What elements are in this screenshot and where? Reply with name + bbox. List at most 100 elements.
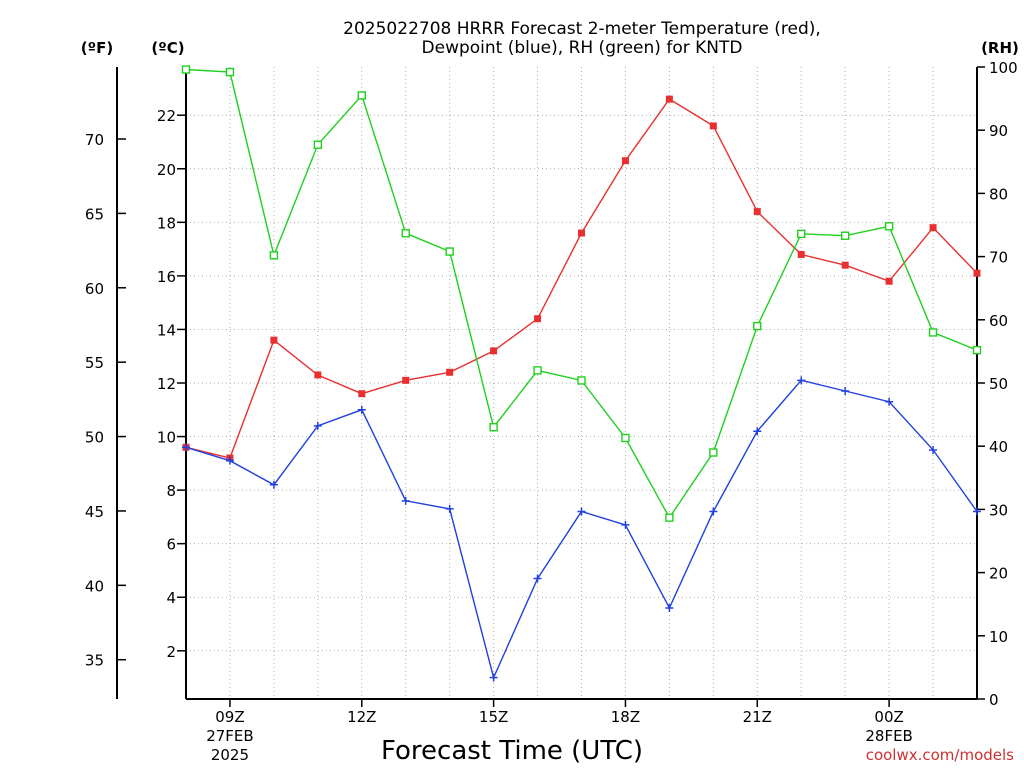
data-point-marker [797,229,806,239]
data-point-marker [709,507,718,516]
series-celsius-1 [182,376,981,682]
fahrenheit-tick-label: 50 [85,429,104,447]
series-line [185,68,978,519]
data-point-marker [621,433,630,443]
data-point-marker [885,397,894,406]
data-point-marker [225,456,234,465]
rh-tick-label: 60 [989,312,1008,330]
data-point-marker [402,376,410,384]
data-point-marker [929,224,937,232]
rh-tick-label: 0 [989,691,999,709]
data-point-marker [972,345,982,355]
data-point-marker [577,376,586,385]
data-point-marker [313,140,323,149]
series [181,65,982,682]
data-point-marker [401,496,410,505]
data-point-marker [840,231,850,240]
series-line [185,98,978,459]
fahrenheit-tick-label: 45 [85,503,104,521]
data-point-marker [357,91,366,100]
data-point-marker [270,336,278,344]
data-point-marker [621,520,630,529]
data-point-marker [709,122,717,130]
data-point-marker [578,229,585,237]
celsius-tick-label: 8 [166,482,176,500]
fahrenheit-tick-label: 55 [85,354,104,372]
fahrenheit-tick-label: 40 [85,577,104,595]
celsius-tick-label: 10 [157,429,176,447]
data-point-marker [534,315,542,323]
data-point-marker [445,504,454,513]
celsius-tick-label: 14 [157,321,176,339]
data-point-marker [928,328,938,337]
data-point-marker [533,366,542,375]
series-celsius-0 [182,95,981,462]
x-tick-label: 09Z [215,708,244,726]
data-point-marker [973,269,981,277]
rh-tick-label: 40 [989,438,1008,456]
data-point-marker [489,673,498,682]
data-point-marker [357,405,366,414]
data-point-marker [225,67,235,77]
data-point-marker [709,448,718,457]
data-point-marker [621,157,629,165]
data-point-marker [445,247,454,256]
data-point-marker [797,376,806,385]
celsius-tick-label: 6 [166,536,176,554]
series-rh-2 [181,65,982,522]
x-tick-label: 27FEB [206,727,253,745]
data-point-marker [841,261,849,269]
data-point-marker [314,371,322,379]
data-point-marker [753,427,762,436]
series-line [185,379,978,680]
data-point-marker [533,574,542,583]
data-point-marker [577,507,586,516]
rh-tick-label: 50 [989,375,1008,393]
rh-tick-label: 90 [989,122,1008,140]
rh-tick-label: 80 [989,185,1008,203]
data-point-marker [401,229,410,238]
data-point-marker [490,347,498,355]
rh-tick-label: 70 [989,249,1008,267]
data-point-marker [489,423,498,432]
data-point-marker [753,321,762,331]
data-point-marker [841,387,850,396]
data-point-marker [358,390,366,398]
chart-title-line-1: 2025022708 HRRR Forecast 2-meter Tempera… [343,19,821,39]
data-point-marker [313,421,322,430]
data-point-marker [753,208,761,216]
celsius-tick-label: 12 [157,375,176,393]
data-point-marker [446,368,454,376]
celsius-tick-label: 20 [157,161,176,179]
x-axis-label: Forecast Time (UTC) [381,736,643,766]
data-point-marker [665,603,674,612]
celsius-tick-label: 2 [166,643,176,661]
x-tick-label: 15Z [479,708,508,726]
data-point-marker [665,95,673,103]
data-point-marker [269,480,278,489]
data-point-marker [973,507,981,516]
celsius-unit-label: (ºC) [151,39,184,57]
rh-unit-label: (RH) [981,39,1019,57]
x-tick-label: 28FEB [865,727,912,745]
fahrenheit-tick-label: 35 [85,652,104,670]
rh-tick-label: 100 [989,59,1018,77]
x-tick-label: 12Z [347,708,376,726]
fahrenheit-unit-label: (ºF) [81,39,113,57]
celsius-tick-label: 22 [157,107,176,125]
data-point-marker [181,65,191,74]
celsius-tick-label: 16 [157,268,176,286]
celsius-tick-label: 4 [166,589,176,607]
x-tick-label: 2025 [211,746,249,764]
data-point-marker [797,250,805,258]
fahrenheit-tick-label: 60 [85,280,104,298]
data-point-marker [269,251,279,260]
data-point-marker [884,222,894,231]
rh-tick-label: 30 [989,501,1008,519]
rh-tick-label: 10 [989,628,1008,646]
credit-label: coolwx.com/models [866,746,1014,764]
celsius-tick-label: 18 [157,214,176,232]
fahrenheit-tick-label: 70 [85,131,104,149]
x-tick-label: 21Z [743,708,772,726]
data-point-marker [885,277,893,285]
